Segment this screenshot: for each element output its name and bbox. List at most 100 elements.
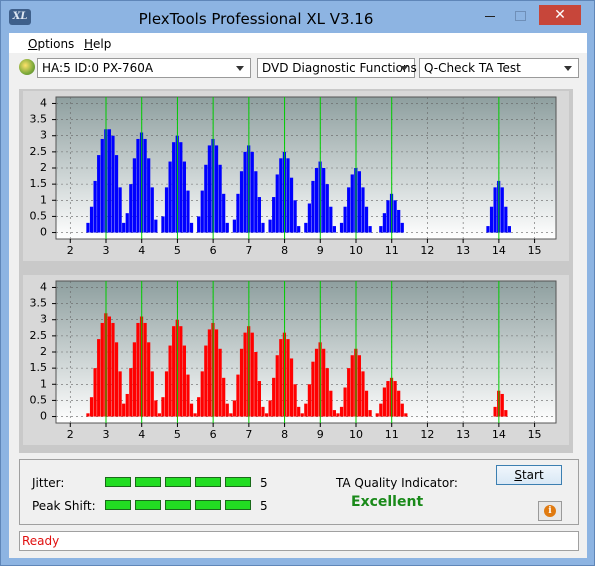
bar bbox=[314, 348, 319, 417]
menu-item[interactable]: Options bbox=[28, 37, 75, 51]
peak-shift-value: 5 bbox=[260, 499, 268, 513]
x-tick-label: 6 bbox=[210, 244, 217, 257]
bar bbox=[100, 138, 104, 233]
bar bbox=[86, 413, 90, 417]
x-tick-label: 12 bbox=[420, 428, 434, 441]
window-title: PlexTools Professional XL V3.16 bbox=[138, 10, 374, 28]
bar bbox=[339, 222, 344, 233]
bar bbox=[379, 226, 383, 233]
x-tick-label: 11 bbox=[385, 244, 399, 257]
x-tick-label: 7 bbox=[245, 244, 252, 257]
bar bbox=[386, 381, 390, 417]
bar bbox=[136, 322, 140, 417]
bar bbox=[261, 222, 265, 233]
x-tick-label: 11 bbox=[385, 428, 399, 441]
minimize-button[interactable] bbox=[477, 7, 503, 25]
bar bbox=[507, 226, 511, 233]
bar bbox=[222, 193, 226, 233]
bar bbox=[168, 161, 172, 233]
bar bbox=[186, 374, 190, 417]
bar bbox=[136, 138, 140, 233]
bar bbox=[200, 190, 204, 233]
bar bbox=[393, 381, 397, 417]
bar bbox=[361, 371, 365, 417]
x-tick-label: 12 bbox=[420, 244, 434, 257]
bar bbox=[164, 371, 169, 417]
maximize-button[interactable] bbox=[507, 7, 533, 25]
peak-shift-label: Peak Shift: bbox=[32, 499, 96, 513]
x-tick-label: 6 bbox=[210, 428, 217, 441]
test-select[interactable]: Q-Check TA Test bbox=[419, 58, 579, 78]
bar bbox=[289, 177, 294, 233]
bar bbox=[322, 348, 326, 417]
bar bbox=[118, 371, 122, 417]
chart-panel: 00.511.522.533.542 3 4 5 6 7 8 9 10 11 12 13 14 1500.… bbox=[19, 89, 573, 453]
bar bbox=[125, 213, 129, 233]
bar bbox=[114, 342, 119, 417]
bar bbox=[279, 158, 283, 233]
bar bbox=[132, 158, 136, 233]
meter-segment bbox=[135, 477, 161, 487]
bar bbox=[100, 322, 104, 417]
bar bbox=[218, 348, 222, 417]
bar bbox=[368, 226, 372, 233]
bar bbox=[218, 164, 222, 233]
y-tick-label: 0 bbox=[40, 226, 47, 239]
y-tick-label: 0.5 bbox=[30, 209, 48, 222]
y-tick-label: 2 bbox=[40, 161, 47, 174]
bar bbox=[268, 219, 272, 233]
ta-quality-value: Excellent bbox=[351, 494, 424, 510]
bar bbox=[322, 168, 326, 233]
start-button[interactable]: Start bbox=[496, 465, 562, 485]
y-tick-label: 2.5 bbox=[30, 329, 48, 342]
bar bbox=[272, 377, 276, 417]
bar bbox=[493, 406, 497, 417]
info-button[interactable]: i bbox=[538, 501, 562, 521]
bar bbox=[86, 222, 90, 233]
close-button[interactable]: ✕ bbox=[539, 5, 581, 25]
x-tick-label: 4 bbox=[138, 244, 145, 257]
x-tick-label: 8 bbox=[281, 244, 288, 257]
bar bbox=[257, 197, 261, 233]
meter-segment bbox=[105, 477, 131, 487]
y-tick-label: 2.5 bbox=[30, 145, 48, 158]
y-tick-label: 0 bbox=[40, 410, 47, 423]
bar bbox=[93, 368, 97, 417]
bar bbox=[232, 400, 236, 417]
x-tick-label: 4 bbox=[138, 428, 145, 441]
bar bbox=[239, 348, 244, 417]
bar bbox=[500, 187, 504, 233]
bar bbox=[397, 209, 401, 233]
x-tick-label: 2 bbox=[67, 428, 74, 441]
bar bbox=[150, 371, 154, 417]
bar bbox=[286, 158, 290, 233]
bar bbox=[279, 339, 283, 417]
bar bbox=[197, 397, 201, 417]
menu-item[interactable]: Help bbox=[84, 37, 112, 51]
drive-select[interactable]: HA:5 ID:0 PX-760A bbox=[37, 58, 251, 78]
y-tick-label: 1 bbox=[40, 193, 47, 206]
bar bbox=[143, 322, 147, 417]
menu-bar: Options Help bbox=[9, 33, 587, 53]
y-tick-label: 4 bbox=[40, 280, 47, 293]
bar bbox=[404, 413, 408, 417]
bar bbox=[161, 397, 165, 417]
y-tick-label: 2 bbox=[40, 345, 47, 358]
bar bbox=[236, 374, 240, 417]
bar bbox=[311, 180, 315, 233]
bar bbox=[250, 332, 254, 417]
function-select[interactable]: DVD Diagnostic Functions bbox=[257, 58, 417, 78]
bar bbox=[379, 403, 383, 417]
x-tick-label: 13 bbox=[456, 428, 470, 441]
x-tick-label: 9 bbox=[317, 428, 324, 441]
bar bbox=[222, 377, 226, 417]
bar bbox=[364, 206, 369, 233]
y-tick-label: 1 bbox=[40, 377, 47, 390]
bar bbox=[179, 142, 183, 233]
bar bbox=[504, 206, 508, 233]
bar bbox=[204, 164, 208, 233]
x-tick-label: 14 bbox=[492, 244, 506, 257]
x-tick-label: 3 bbox=[103, 428, 110, 441]
bar bbox=[179, 326, 183, 417]
